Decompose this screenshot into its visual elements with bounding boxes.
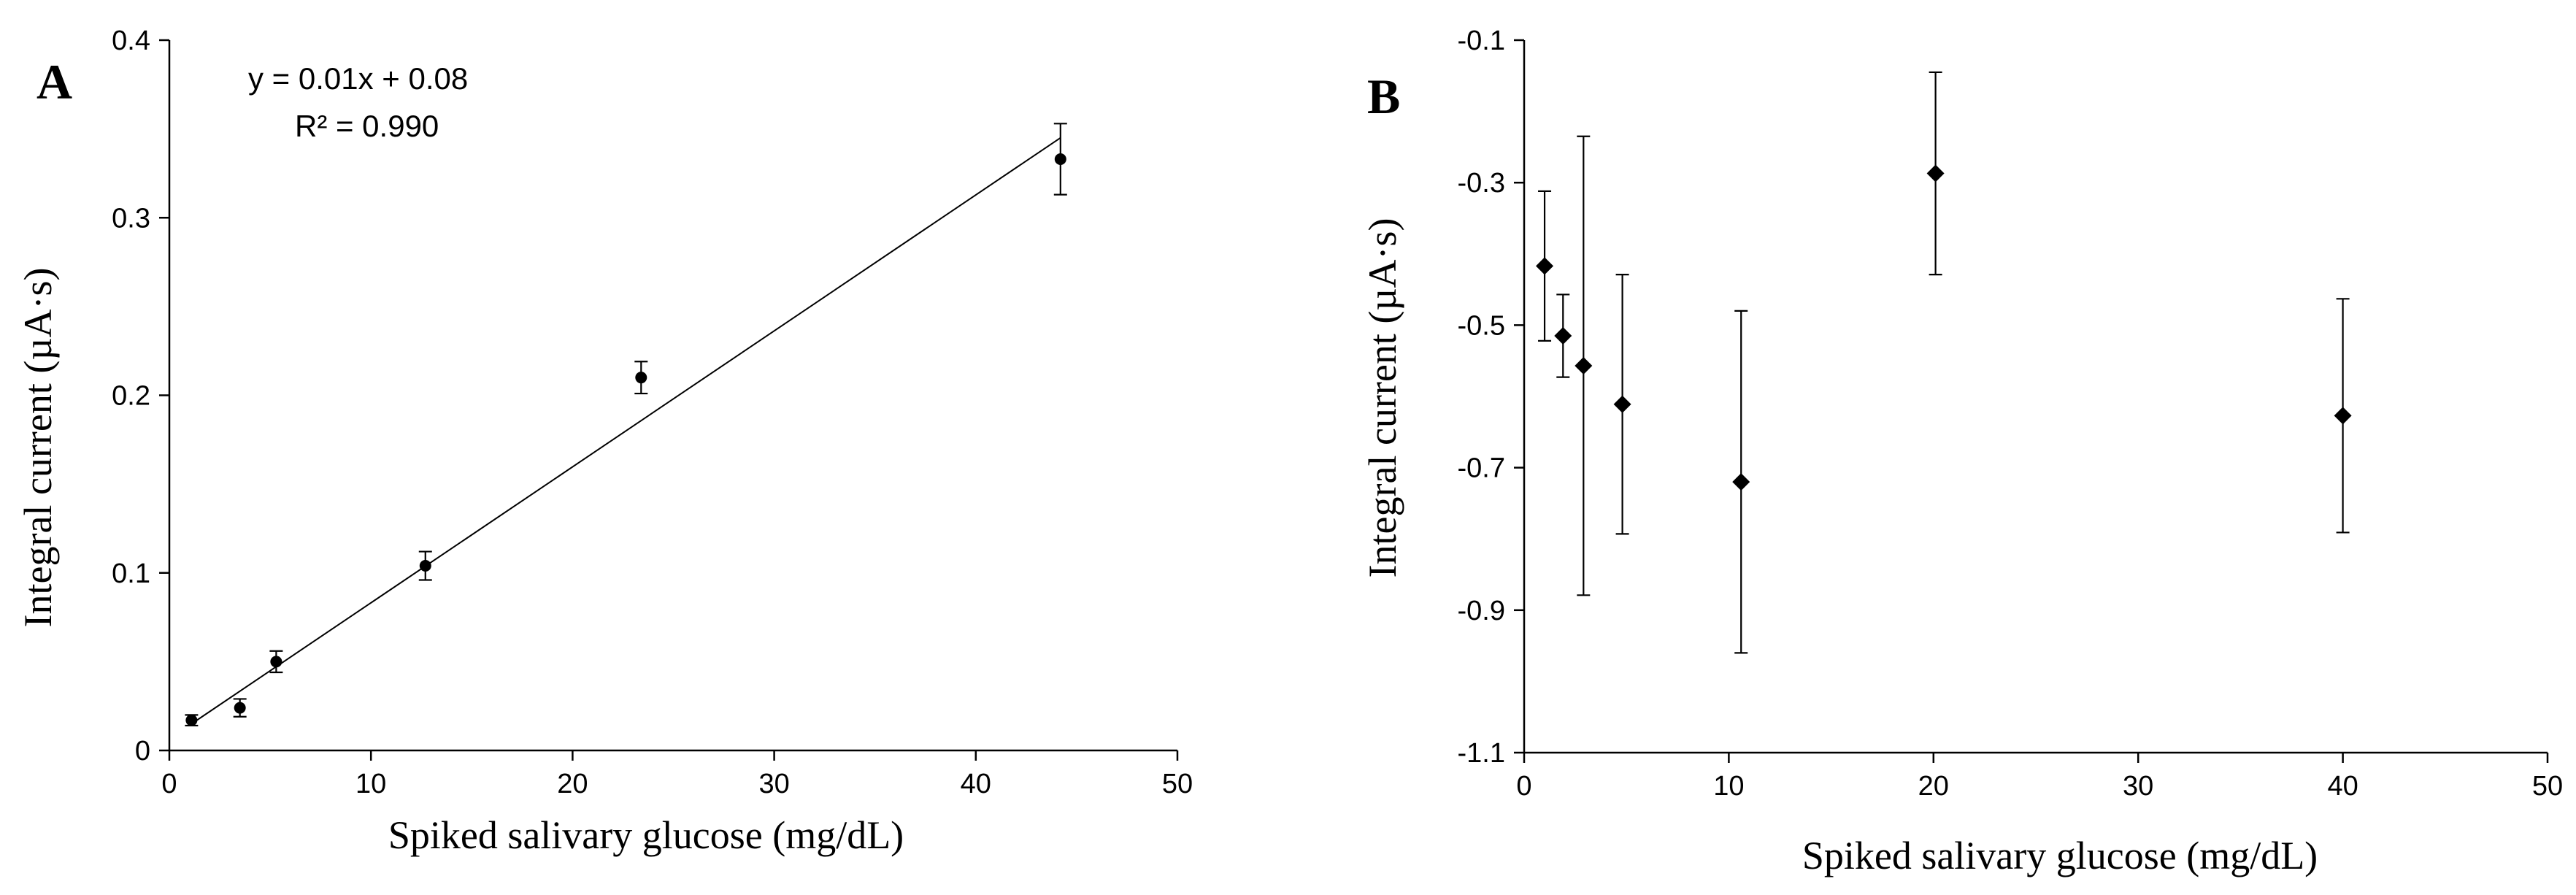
panel-b-x-tick-label: 50 xyxy=(2532,771,2563,802)
panel-b-y-tick-label: -0.1 xyxy=(1458,26,1505,56)
panel-b-x-axis-title: Spiked salivary glucose (mg/dL) xyxy=(1802,834,2318,877)
panel-a-equation: y = 0.01x + 0.08 xyxy=(248,61,468,96)
panel-a-y-tick-label: 0.1 xyxy=(112,558,150,589)
panel-a-y-tick-label: 0.2 xyxy=(112,381,150,412)
panel-a-x-axis-title: Spiked salivary glucose (mg/dL) xyxy=(388,813,904,857)
panel-b-x-tick-label: 30 xyxy=(2123,771,2153,802)
panel-b-data-point xyxy=(1536,257,1554,275)
panel-a-x-tick-label: 40 xyxy=(961,769,991,799)
panel-b-data-point xyxy=(2334,407,2352,425)
panel-a-data-point xyxy=(185,714,198,726)
panel-a-r-squared: R² = 0.990 xyxy=(295,109,439,143)
panel-b-y-tick-label: -0.5 xyxy=(1458,310,1505,341)
panel-b-y-axis-title: Integral current (µA·s) xyxy=(1361,218,1404,578)
panel-b-x-tick-label: 40 xyxy=(2327,771,2358,802)
panel-b-data-point xyxy=(1575,357,1593,375)
panel-b-data-point xyxy=(1613,395,1631,413)
panel-b-x-tick-label: 10 xyxy=(1713,771,1744,802)
panel-a-data-point xyxy=(1054,153,1066,165)
panel-b-y-tick-label: -0.3 xyxy=(1458,168,1505,199)
panel-b-x-tick-label: 20 xyxy=(1918,771,1949,802)
panel-b-y-tick-label: -1.1 xyxy=(1458,738,1505,769)
panel-b-chart: B Spiked salivary glucose (mg/dL) Integr… xyxy=(1361,26,2563,877)
panel-b-label: B xyxy=(1367,69,1400,124)
panel-b-data-point xyxy=(1732,473,1750,491)
panel-a-y-axis-title: Integral current (µA·s) xyxy=(16,268,60,628)
panel-b-x-tick-label: 0 xyxy=(1516,771,1531,802)
panel-a-trendline xyxy=(191,137,1061,725)
panel-a-data-point xyxy=(419,560,431,572)
panel-a-chart: A y = 0.01x + 0.08 R² = 0.990 Spiked sal… xyxy=(16,26,1193,857)
panel-b-data-point xyxy=(1926,164,1945,183)
panel-a-y-tick-label: 0.4 xyxy=(112,26,150,56)
panel-b-y-tick-label: -0.7 xyxy=(1458,453,1505,484)
panel-a-x-tick-label: 10 xyxy=(355,769,386,799)
panel-a-data-point xyxy=(234,702,246,714)
panel-a-y-tick-label: 0 xyxy=(135,736,150,767)
panel-a-label: A xyxy=(36,54,72,110)
panel-a-x-tick-label: 30 xyxy=(758,769,789,799)
panel-b-data-point xyxy=(1554,327,1572,345)
panel-a-y-tick-label: 0.3 xyxy=(112,203,150,234)
panel-a-x-tick-label: 20 xyxy=(557,769,588,799)
panel-a-x-tick-label: 50 xyxy=(1162,769,1193,799)
panel-a-data-point xyxy=(270,656,282,668)
panel-b-y-tick-label: -0.9 xyxy=(1458,596,1505,626)
panel-a-x-tick-label: 0 xyxy=(161,769,177,799)
panel-a-data-point xyxy=(635,372,647,384)
